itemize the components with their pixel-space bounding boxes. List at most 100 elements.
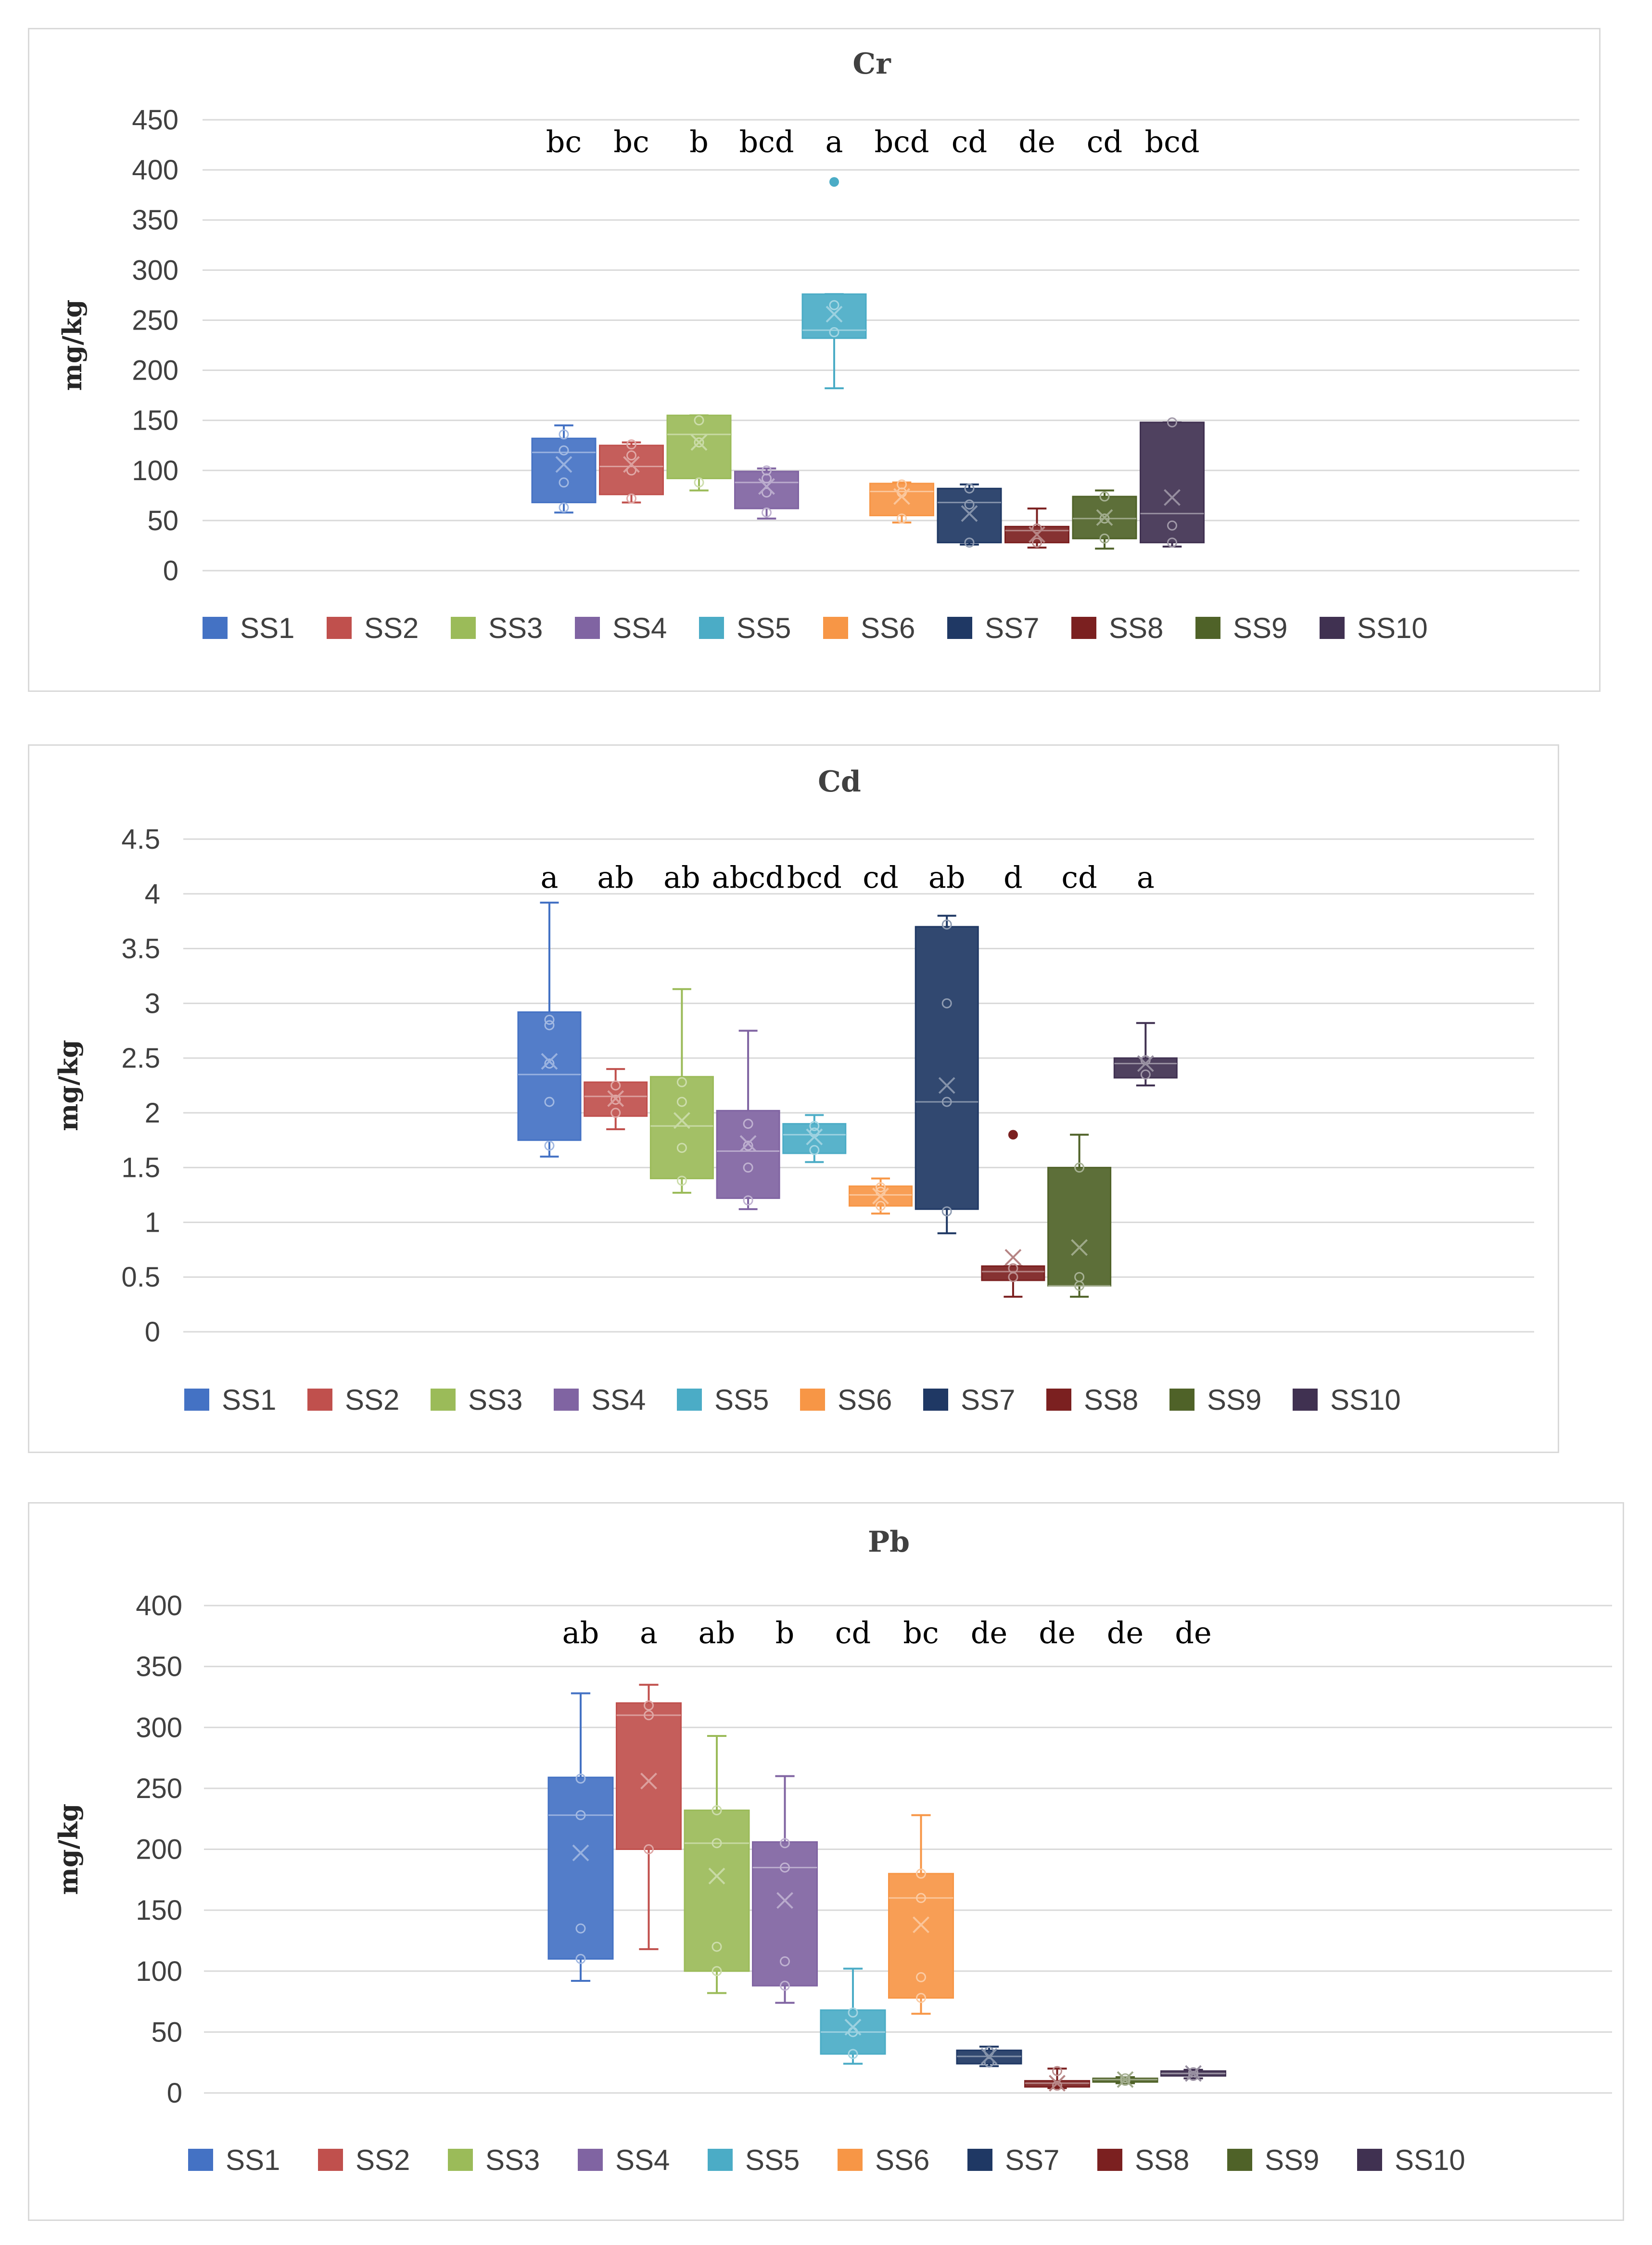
- y-tick-label: 0: [163, 555, 178, 587]
- data-point: [897, 479, 907, 490]
- legend-item-ss5: SS5: [699, 612, 791, 644]
- box-body: [1113, 1057, 1178, 1079]
- data-point: [575, 1810, 586, 1821]
- legend-swatch: [1320, 617, 1345, 639]
- legend: SS1 SS2 SS3 SS4 SS5 SS6 SS7 SS8 SS9 SS10: [203, 612, 1428, 644]
- legend-swatch: [923, 1389, 948, 1411]
- data-point: [610, 1095, 621, 1105]
- legend: SS1 SS2 SS3 SS4 SS5 SS6 SS7 SS8 SS9 SS10: [184, 1384, 1401, 1416]
- chart-panel-cd: Cd 0 0.5 1 1.5 2 2.5 3 3.5 4 4.5 mg/kg a ab ab abcd bcd c…: [28, 744, 1559, 1453]
- data-point: [743, 1162, 753, 1173]
- data-point: [762, 465, 772, 476]
- box-body: [752, 1841, 818, 1987]
- data-point: [644, 1844, 654, 1854]
- data-point: [780, 1838, 790, 1849]
- significance-letter: cd: [952, 124, 987, 159]
- legend-item-ss2: SS2: [307, 1384, 399, 1416]
- legend-item-ss7: SS7: [967, 2144, 1059, 2176]
- mean-marker: [980, 2048, 998, 2065]
- data-point: [559, 477, 569, 488]
- y-tick-label: 250: [132, 305, 178, 336]
- y-tick-label: 250: [136, 1773, 182, 1804]
- box-ss7: [915, 915, 979, 1235]
- legend-label: SS5: [745, 2144, 800, 2176]
- legend-label: SS6: [838, 1384, 892, 1416]
- box-body: [649, 1076, 714, 1179]
- data-point: [712, 1966, 722, 1977]
- data-point: [712, 1838, 722, 1849]
- legend-swatch: [307, 1389, 332, 1411]
- legend-item-ss8: SS8: [1097, 2144, 1189, 2176]
- data-point: [1099, 533, 1110, 544]
- chart-svg-pb: Pb 0 50 100 150 200 250 300 350 400 mg/kg ab a ab b cd b…: [53, 1525, 1612, 2176]
- y-tick-label: 400: [136, 1590, 182, 1621]
- data-point: [610, 1080, 621, 1091]
- box-ss10: [1160, 2065, 1226, 2082]
- box-ss9: [1072, 489, 1137, 550]
- significance-letter: a: [640, 1615, 658, 1650]
- y-tick-label: 350: [132, 204, 178, 236]
- data-point: [626, 493, 636, 504]
- data-point: [694, 437, 704, 447]
- box-ss6: [869, 479, 934, 524]
- legend-swatch: [318, 2149, 343, 2171]
- box-ss1: [517, 901, 582, 1158]
- y-tick-label: 150: [136, 1895, 182, 1926]
- data-point: [876, 1200, 886, 1211]
- data-point: [544, 1058, 555, 1069]
- data-point: [1074, 1272, 1085, 1282]
- legend-label: SS7: [1005, 2144, 1059, 2176]
- data-point: [762, 487, 772, 498]
- chart-panel-cr: Cr 0 50 100 150 200 250 300 350 400 450 mg/kg bc bc b b…: [28, 28, 1601, 692]
- data-point: [575, 1773, 586, 1784]
- data-point: [1120, 2073, 1131, 2084]
- box-ss5: [801, 177, 867, 390]
- legend-swatch: [708, 2149, 733, 2171]
- legend-label: SS1: [222, 1384, 276, 1416]
- data-point: [610, 1108, 621, 1118]
- y-tick-label: 0: [145, 1316, 160, 1348]
- data-point: [780, 1956, 790, 1966]
- mean-marker: [708, 1867, 725, 1885]
- significance-letter: ab: [928, 860, 966, 895]
- data-point: [1167, 537, 1177, 548]
- significance-letter: bc: [546, 124, 582, 159]
- legend-item-ss2: SS2: [327, 612, 419, 644]
- mean-marker: [1029, 526, 1045, 543]
- y-axis-label: mg/kg: [57, 300, 88, 391]
- mean-marker: [1071, 1239, 1088, 1256]
- y-tick-label: 100: [132, 455, 178, 486]
- box-body: [616, 1702, 682, 1850]
- data-point: [809, 1121, 820, 1131]
- box-ss4: [716, 1030, 780, 1211]
- legend-item-ss4: SS4: [578, 2144, 670, 2176]
- box-body: [517, 1011, 582, 1141]
- y-tick-label: 200: [136, 1834, 182, 1865]
- legend-label: SS10: [1395, 2144, 1465, 2176]
- legend-swatch: [1097, 2149, 1122, 2171]
- significance-letter: ab: [663, 860, 700, 895]
- data-point: [1032, 523, 1042, 534]
- legend-swatch: [451, 617, 476, 639]
- data-point: [676, 1175, 687, 1186]
- data-point: [848, 2049, 858, 2059]
- legend-label: SS6: [875, 2144, 929, 2176]
- legend-item-ss3: SS3: [448, 2144, 540, 2176]
- mean-marker: [893, 488, 910, 505]
- legend-label: SS3: [488, 612, 543, 644]
- box-body: [888, 1873, 954, 1999]
- significance-letter: bcd: [1144, 124, 1199, 159]
- mean-marker: [758, 478, 775, 495]
- legend-swatch: [431, 1389, 456, 1411]
- box-ss10: [1113, 1022, 1178, 1086]
- legend-swatch: [1195, 617, 1220, 639]
- mean-marker: [1137, 1055, 1154, 1072]
- box-ss3: [649, 988, 714, 1194]
- data-point: [712, 1941, 722, 1952]
- box-body: [531, 437, 597, 503]
- legend-item-ss8: SS8: [1046, 1384, 1138, 1416]
- legend-item-ss10: SS10: [1293, 1384, 1401, 1416]
- data-point: [848, 2007, 858, 2018]
- box-body: [915, 926, 979, 1210]
